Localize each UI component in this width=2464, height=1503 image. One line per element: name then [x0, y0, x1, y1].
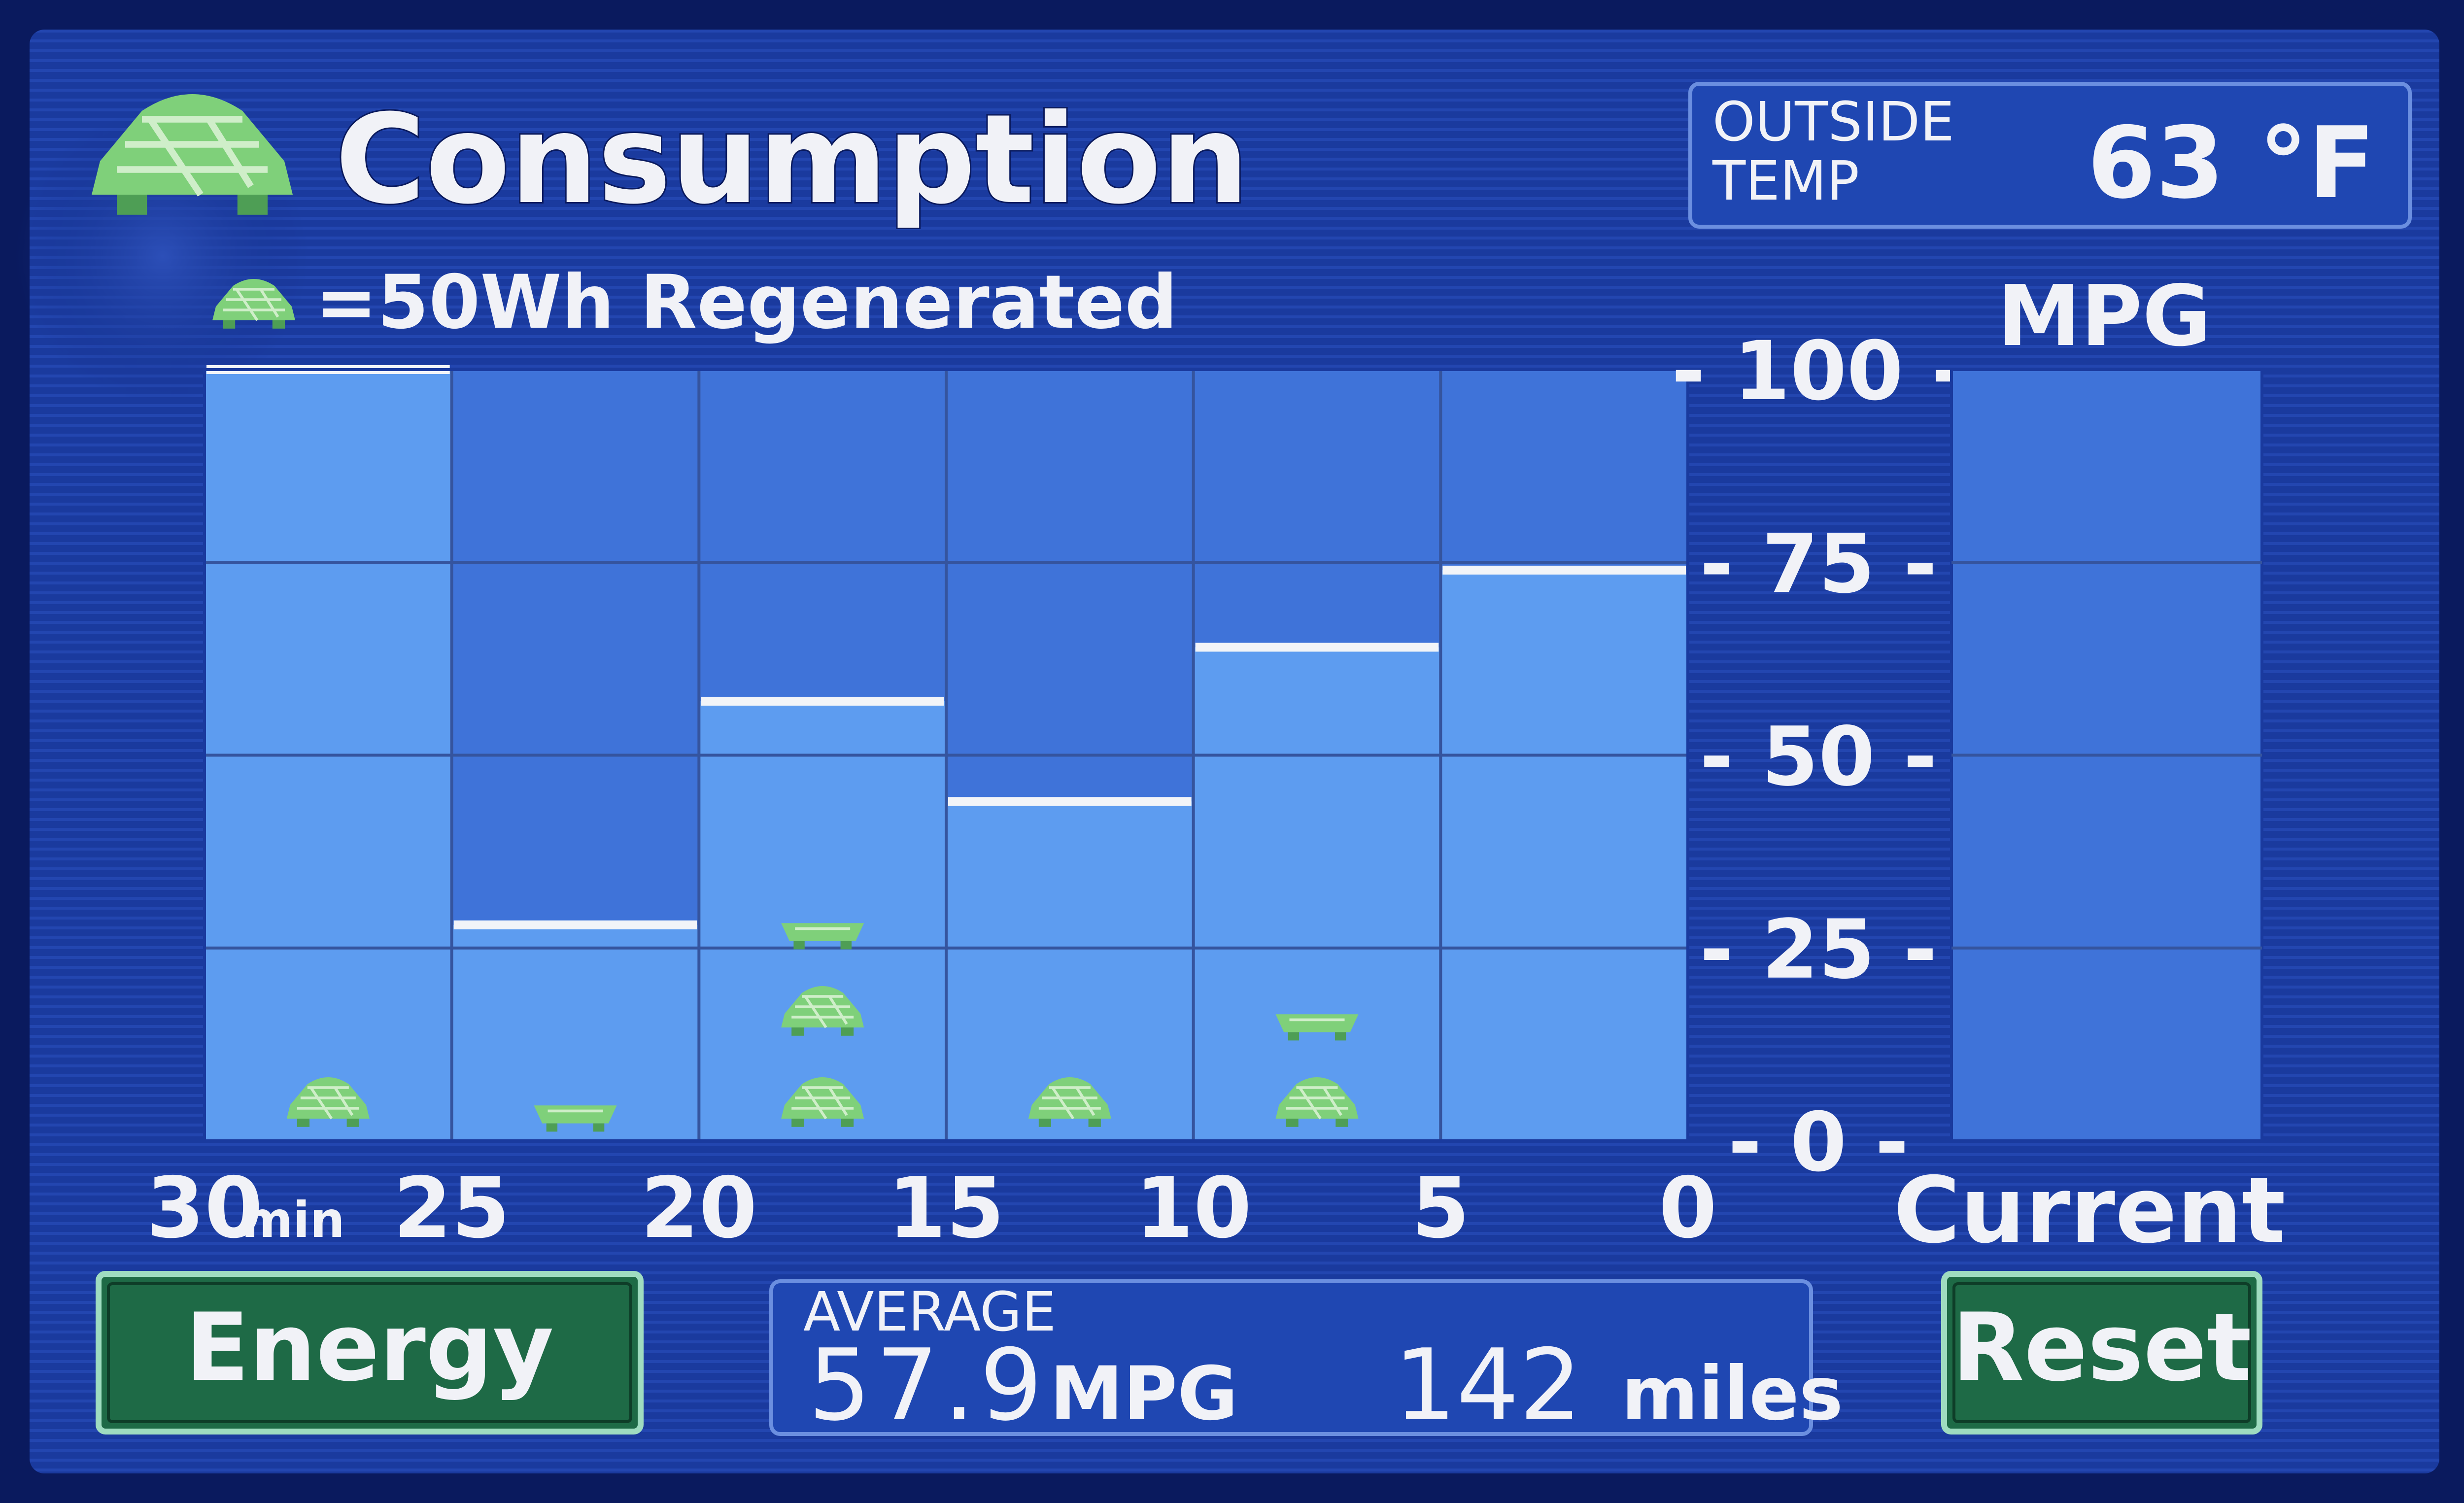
- x-tick-label: 10: [1135, 1160, 1252, 1257]
- energy-button[interactable]: Energy: [96, 1271, 644, 1435]
- x-tick-label: 30: [146, 1160, 263, 1257]
- outside-temp-label-2: TEMP: [1712, 149, 1859, 212]
- miles-unit: miles: [1621, 1351, 1843, 1437]
- y-tick-label: - 25 -: [1700, 902, 1937, 997]
- reset-button-label: Reset: [1952, 1293, 2252, 1402]
- bar-10-5: [1193, 647, 1441, 1141]
- average-value: 57.9: [808, 1328, 1047, 1443]
- history-chart: [203, 365, 1689, 1142]
- bar-20-15: [699, 701, 946, 1141]
- bar-cap-25-20: [453, 920, 697, 929]
- y-tick-label: - 0 -: [1728, 1095, 1909, 1190]
- page-title: Consumption: [335, 88, 1249, 231]
- y-tick-label: - 75 -: [1700, 516, 1937, 611]
- x-tick-label: 15: [888, 1160, 1005, 1257]
- outside-temp-value: 63 °F: [2087, 106, 2375, 221]
- x-tick-label: 0: [1659, 1160, 1717, 1257]
- miles-value: 142: [1394, 1328, 1582, 1443]
- energy-button-label: Energy: [185, 1293, 553, 1402]
- x-tick-label: 5: [1411, 1160, 1470, 1257]
- bar-cap-5-0: [1442, 565, 1686, 575]
- y-axis-label: MPG: [1997, 268, 2211, 365]
- x-tick-label: 20: [641, 1160, 757, 1257]
- bar-cap-20-15: [701, 696, 944, 706]
- bar-cap-10-5: [1195, 643, 1439, 652]
- average-unit: MPG: [1050, 1351, 1238, 1437]
- current-mpg-bar: [1950, 368, 2263, 1142]
- average-panel: AVERAGE 57.9 MPG 142 miles: [769, 1279, 1843, 1443]
- outside-temp-panel: OUTSIDE TEMP 63 °F: [1688, 82, 2412, 229]
- y-tick-label: - 50 -: [1700, 710, 1937, 804]
- current-label: Current: [1893, 1157, 2286, 1264]
- bar-5-0: [1440, 570, 1688, 1141]
- average-label: AVERAGE: [803, 1280, 1056, 1343]
- x-tick-label: 25: [393, 1160, 510, 1257]
- x-unit-label: min: [241, 1191, 345, 1249]
- reset-button[interactable]: Reset: [1941, 1271, 2262, 1435]
- gridlines: [205, 370, 1688, 1141]
- y-tick-label: - 100 -: [1672, 324, 1965, 418]
- bar-cap-15-10: [948, 797, 1192, 806]
- y-ticks: - 100 - - 75 - - 50 - - 25 - - 0 -: [1672, 324, 1965, 1190]
- regen-legend: =50Wh Regenerated: [315, 260, 1178, 345]
- outside-temp-label-1: OUTSIDE: [1712, 90, 1954, 153]
- bar-25-20: [451, 924, 699, 1141]
